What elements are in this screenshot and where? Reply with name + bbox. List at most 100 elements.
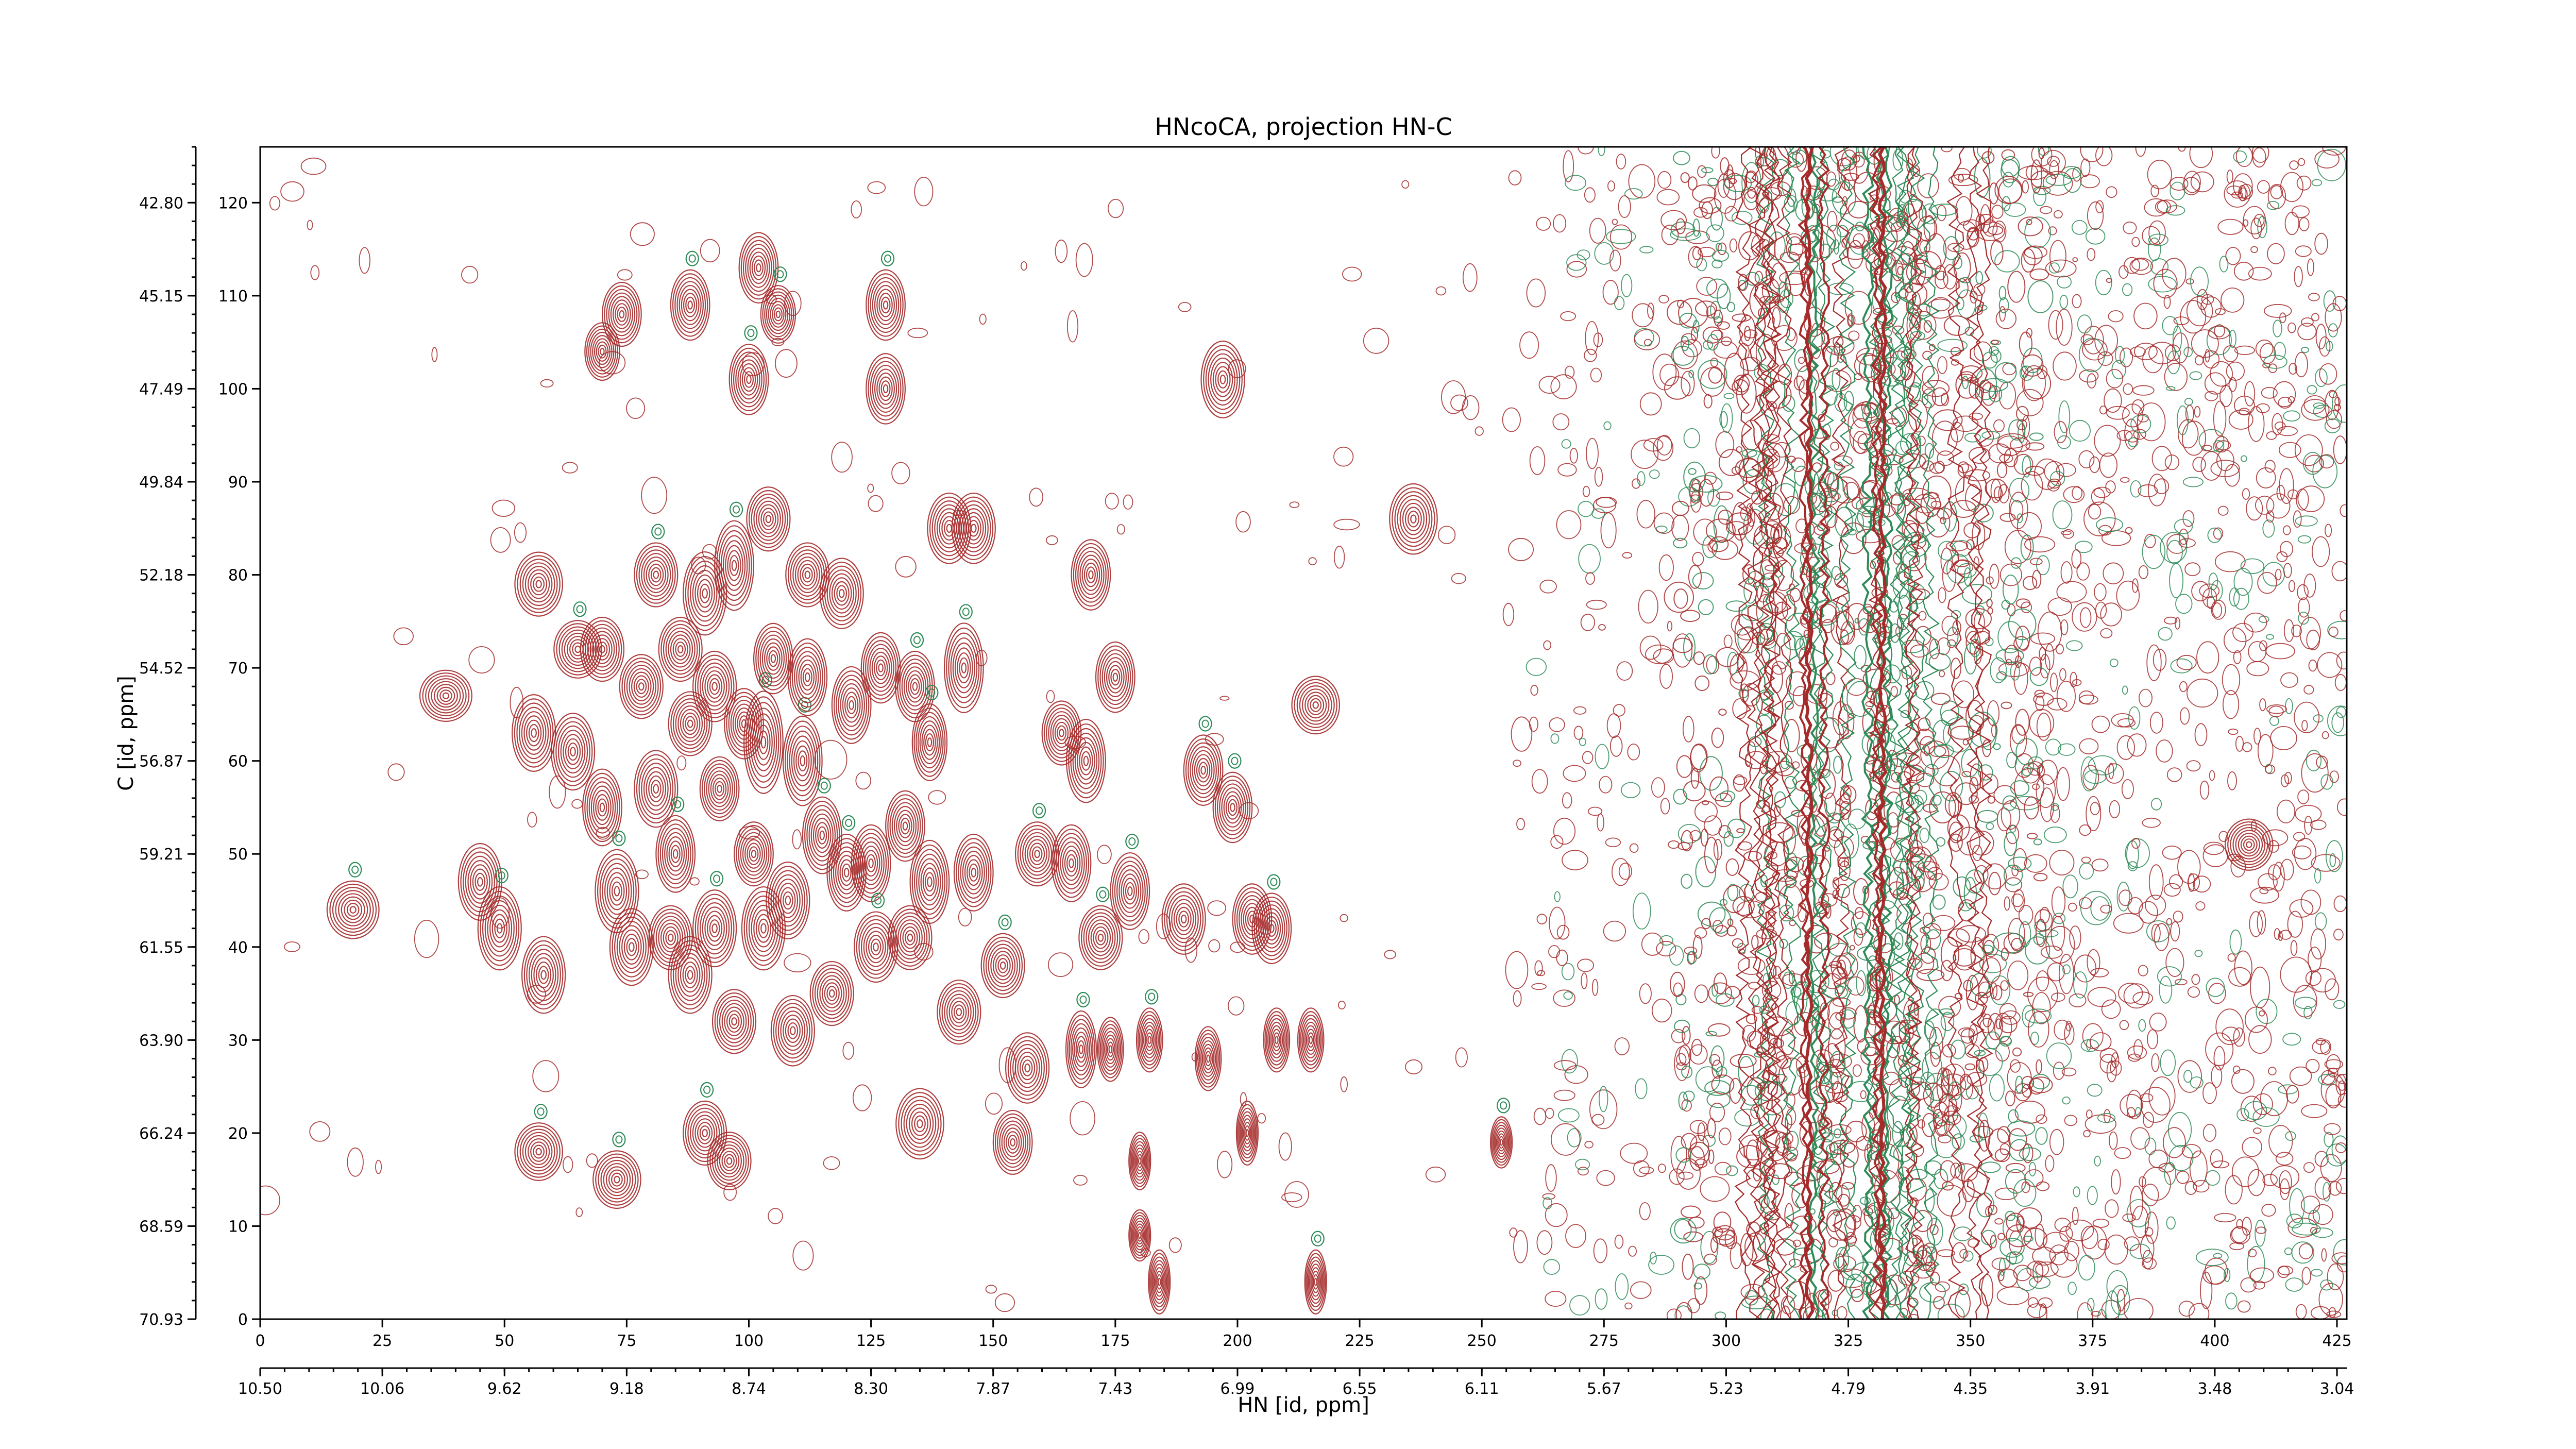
noise-contour: [2229, 929, 2242, 955]
peak-contour-ring: [720, 535, 748, 596]
noise-contour: [1709, 1054, 1721, 1066]
peak-contour-ring: [775, 310, 781, 318]
peak-contour-ring: [2235, 830, 2263, 860]
noise-contour: [2122, 1214, 2136, 1222]
peak-contour-ring: [737, 359, 760, 400]
peak: [980, 914, 1025, 998]
noise-contour: [2182, 510, 2195, 527]
noise-contour: [1782, 594, 1795, 621]
noise-contour: [617, 269, 633, 281]
noise-contour: [1450, 394, 1468, 412]
noise-contour: [2194, 950, 2203, 957]
peak-contour-ring: [567, 743, 579, 761]
peak-contour-ring: [756, 263, 761, 273]
noise-contour: [2190, 266, 2209, 296]
noise-contour: [2170, 658, 2193, 673]
noise-contour: [2279, 468, 2294, 504]
noise-contour: [1843, 482, 1859, 500]
noise-contour: [1673, 537, 1688, 549]
peak-contour-ring: [1180, 914, 1187, 924]
noise-contour: [1828, 1028, 1846, 1067]
noise-contour: [2105, 1199, 2119, 1218]
noise-contour: [2238, 185, 2247, 201]
noise-contour: [1702, 326, 1722, 344]
noise-contour: [1701, 201, 1714, 220]
noise-contour: [1531, 983, 1547, 990]
noise-contour: [2056, 681, 2076, 712]
noise-contour: [2056, 767, 2070, 801]
noise-contour: [2000, 980, 2009, 991]
noise-contour: [1724, 1229, 1737, 1250]
noise-contour: [1943, 236, 1960, 261]
noise-contour: [1914, 681, 1935, 700]
noise-contour: [1695, 300, 1717, 316]
peak-contour-ring: [1274, 1036, 1279, 1044]
peak-contour-ring: [1238, 1107, 1257, 1159]
noise-contour: [1930, 500, 1942, 509]
noise-contour: [1998, 484, 2010, 503]
peak: [951, 492, 996, 564]
peak-contour-ring: [764, 291, 792, 338]
peak: [895, 1088, 944, 1160]
noise-contour: [626, 397, 646, 419]
noise-contour: [1786, 1131, 1799, 1151]
noise-contour: [2001, 159, 2020, 183]
noise-contour: [2329, 770, 2339, 783]
noise-contour: [1783, 719, 1800, 752]
noise-contour: [2048, 226, 2057, 235]
noise-contour: [1589, 1089, 1618, 1130]
noise-contour: [2185, 278, 2194, 284]
noise-contour: [2314, 1151, 2329, 1167]
peak-contour-ring: [584, 772, 620, 843]
noise-contour: [2032, 992, 2051, 1024]
noise-contour: [2038, 760, 2058, 785]
noise-contour: [1694, 1276, 1708, 1305]
noise-contour: [2300, 889, 2321, 915]
noise-contour: [2050, 470, 2065, 486]
noise-contour: [2291, 205, 2310, 218]
noise-contour: [2217, 506, 2229, 516]
noise-contour: [1814, 1062, 1832, 1085]
noise-contour: [1935, 271, 1948, 290]
peak-contour-ring: [752, 713, 775, 771]
noise-contour: [2331, 561, 2347, 582]
peak-contour-ring: [1206, 1054, 1210, 1063]
noise-contour: [586, 1153, 598, 1168]
noise-contour: [2226, 186, 2243, 196]
peak-contour-ring: [742, 835, 766, 872]
noise-contour: [1550, 835, 1564, 849]
peak: [609, 908, 654, 986]
noise-contour: [2071, 220, 2088, 235]
noise-contour: [1999, 1035, 2012, 1047]
noise-contour: [1342, 266, 1362, 282]
peak-contour-ring: [760, 736, 767, 749]
peak-contour-ring: [1314, 1277, 1318, 1286]
noise-contour: [269, 196, 281, 211]
peak-contour-ring: [895, 1088, 944, 1160]
noise-contour: [1363, 327, 1389, 354]
noise-contour: [1860, 1090, 1867, 1099]
peak: [692, 871, 737, 968]
peak-contour-ring: [636, 546, 676, 604]
peak-contour-ring: [800, 664, 815, 691]
peak-contour-ring: [724, 688, 764, 760]
noise-contour: [1511, 716, 1533, 752]
noise-contour: [2019, 921, 2031, 948]
noise-contour: [2280, 672, 2298, 688]
noise-contour: [2267, 243, 2285, 264]
noise-contour: [2242, 219, 2249, 227]
noise-contour: [1688, 1141, 1710, 1166]
noise-contour: [1235, 511, 1251, 533]
noise-contour: [1709, 536, 1729, 552]
peak-contour-ring: [746, 375, 752, 384]
noise-contour: [1703, 654, 1717, 675]
x-index-tick-label: 375: [2078, 1332, 2107, 1350]
peak-contour-ring: [588, 781, 616, 834]
peak-contour-ring: [748, 900, 779, 957]
noise-contour: [1509, 1227, 1518, 1238]
noise-contour: [2087, 1084, 2103, 1097]
peak-contour-ring: [962, 850, 985, 895]
noise-contour: [1897, 204, 1908, 225]
peak-contour-ring: [676, 281, 704, 329]
noise-contour: [2305, 970, 2321, 986]
